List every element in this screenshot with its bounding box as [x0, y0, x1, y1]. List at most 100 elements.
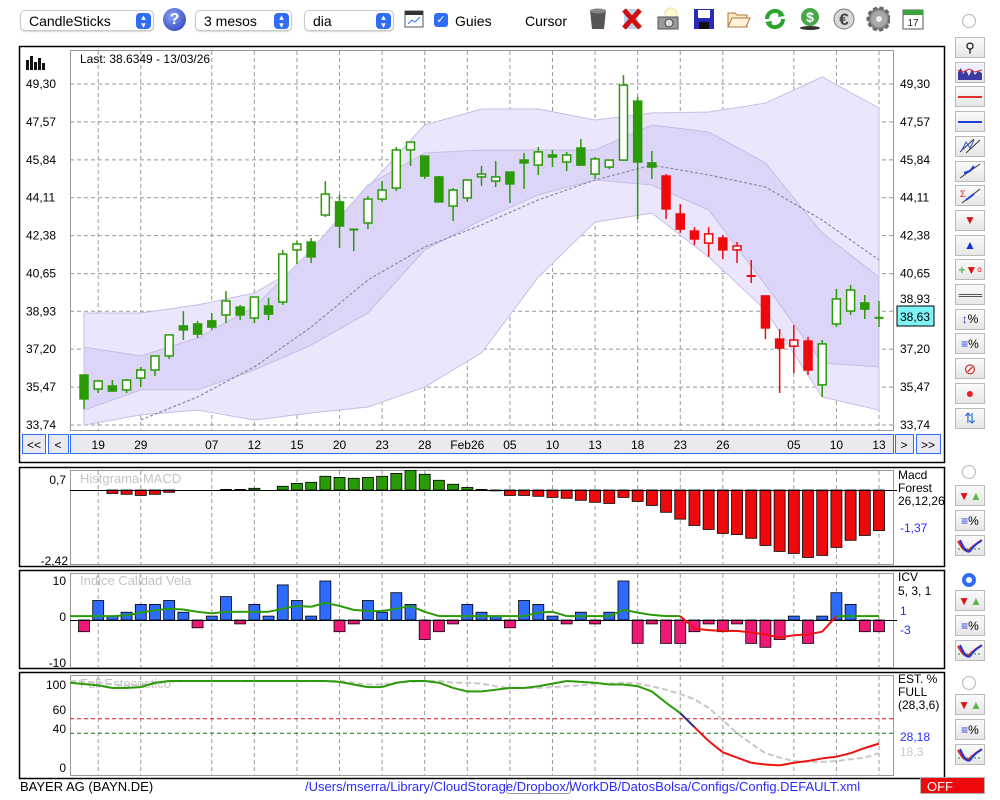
icv-bar [205, 615, 218, 621]
macd-crossing-lines-button[interactable] [955, 535, 985, 556]
interval-select[interactable]: dia ▴ ▾ [304, 10, 394, 31]
date-axis-strip[interactable] [70, 434, 894, 454]
stochastic-lines-percent-button[interactable]: ≡% [955, 719, 985, 740]
period-select[interactable]: 3 mesos ▴ ▾ [195, 10, 292, 31]
candle [349, 228, 359, 251]
nav-first-button[interactable]: << [22, 434, 46, 454]
date-tick-label: 12 [248, 438, 262, 452]
record-button[interactable]: ● [955, 382, 985, 404]
macd-name2: Forest [898, 481, 933, 495]
macd-bar [873, 489, 885, 531]
levels-button[interactable]: ═══ [955, 284, 985, 305]
gear-icon[interactable] [866, 6, 890, 32]
buy-arrow-button[interactable]: ▲ [955, 234, 985, 256]
icv-signal-segment [325, 601, 340, 607]
stochastic-panel-radio[interactable] [962, 676, 976, 690]
nav-prev-button[interactable]: < [48, 434, 69, 454]
date-tick-label: 05 [503, 438, 517, 452]
blue-line-button[interactable] [955, 111, 985, 133]
camera-icon[interactable] [656, 6, 680, 32]
lines-percent-icon: ≡% [961, 618, 979, 633]
calendar-icon[interactable]: 17 [901, 6, 925, 32]
nav-next-button[interactable]: > [895, 434, 914, 454]
icv-crossing-lines-button[interactable] [955, 640, 985, 661]
current-price-box [896, 305, 935, 327]
folder-icon[interactable] [727, 6, 751, 32]
stochastic-k-segment [836, 752, 851, 758]
candle-body [547, 154, 558, 158]
dollar-refresh-icon[interactable]: $ [798, 6, 822, 32]
main-chart-radio[interactable] [962, 14, 976, 28]
macd-lines-percent-button[interactable]: ≡% [955, 510, 985, 531]
icv-signal-arrows-button[interactable]: ▼ ▲ [955, 590, 985, 611]
candle [689, 227, 700, 246]
sto-label-0: 0 [59, 761, 66, 775]
volume-chart-button[interactable] [955, 61, 985, 83]
stochastic-k-segment [751, 761, 766, 766]
candle [292, 240, 302, 264]
config-path-link[interactable]: /Users/mserra/Library/CloudStorage/Dropb… [305, 779, 861, 794]
macd-bar [220, 489, 232, 491]
chart-type-select[interactable]: CandleSticks ▴ ▾ [20, 10, 154, 31]
candle [136, 366, 146, 388]
refresh-icon[interactable] [763, 6, 787, 32]
add-signal-button[interactable]: + ▼ o [955, 259, 985, 281]
guides-checkbox[interactable]: ✓ [434, 13, 448, 27]
date-tick-label: 05 [787, 438, 801, 452]
candle-body [789, 339, 799, 347]
nav-last-button[interactable]: >> [916, 434, 941, 454]
date-tick-label: 23 [375, 438, 389, 452]
swap-button[interactable]: ⇅ [955, 407, 985, 429]
stochastic-k-value: 28,18 [900, 730, 930, 744]
channel-button[interactable] [955, 135, 985, 157]
stochastic-k-segment [779, 761, 795, 767]
trendline-button[interactable] [955, 160, 985, 182]
red-line-button[interactable] [955, 86, 985, 108]
no-entry-button[interactable]: ⊘ [955, 358, 985, 380]
macd-bar [376, 475, 389, 491]
stochastic-signal-arrows-button[interactable]: ▼ ▲ [955, 694, 985, 715]
icv-panel-radio[interactable] [962, 573, 976, 587]
icv-bar [78, 619, 90, 633]
stochastic-k-segment [396, 680, 411, 684]
stochastic-k-segment [594, 681, 610, 686]
chevron-updown-icon: ▴ ▾ [274, 13, 289, 30]
macd-signal-arrows-button[interactable]: ▼ ▲ [955, 485, 985, 506]
help-icon[interactable]: ? [163, 8, 186, 31]
icv-bar [276, 584, 289, 621]
icv-bar [418, 619, 431, 640]
stochastic-crossing-lines-button[interactable] [955, 744, 985, 765]
stochastic-k-segment [325, 680, 340, 683]
delete-icon[interactable] [620, 6, 644, 32]
macd-panel-radio[interactable] [962, 465, 976, 479]
candle [221, 291, 231, 324]
volume-chart-icon [957, 64, 983, 81]
off-button[interactable]: OFF [920, 777, 985, 794]
candle-body [377, 189, 387, 200]
macd-bar [858, 489, 871, 536]
channel-icon [958, 138, 982, 154]
save-icon[interactable] [692, 6, 716, 32]
chart-window-icon[interactable] [402, 6, 426, 32]
icv-lines-percent-button[interactable]: ≡% [955, 615, 985, 636]
price-label-left: 49,30 [26, 77, 56, 91]
zoom-button[interactable]: ⚲ [955, 37, 985, 58]
volume-bars-icon[interactable] [26, 56, 45, 70]
lines-percent-button[interactable]: ≡% [955, 333, 985, 355]
icv-bar [802, 619, 814, 644]
macd-value: -1,37 [900, 521, 928, 535]
range-percent-button[interactable]: ↕% [955, 308, 985, 330]
macd-bar [688, 489, 701, 526]
candle-body [476, 173, 487, 178]
candle-body [604, 159, 615, 168]
icv-bar [376, 611, 389, 621]
macd-bar [830, 489, 843, 548]
euro-icon[interactable]: € [832, 6, 856, 32]
candle-body [462, 179, 473, 199]
candle-body [490, 176, 501, 182]
trash-icon[interactable] [586, 6, 610, 32]
sigma-trendline-button[interactable]: Σ [955, 185, 985, 207]
candle-body [703, 233, 714, 244]
sell-arrow-button[interactable]: ▼ [955, 209, 985, 231]
candle [107, 380, 118, 392]
